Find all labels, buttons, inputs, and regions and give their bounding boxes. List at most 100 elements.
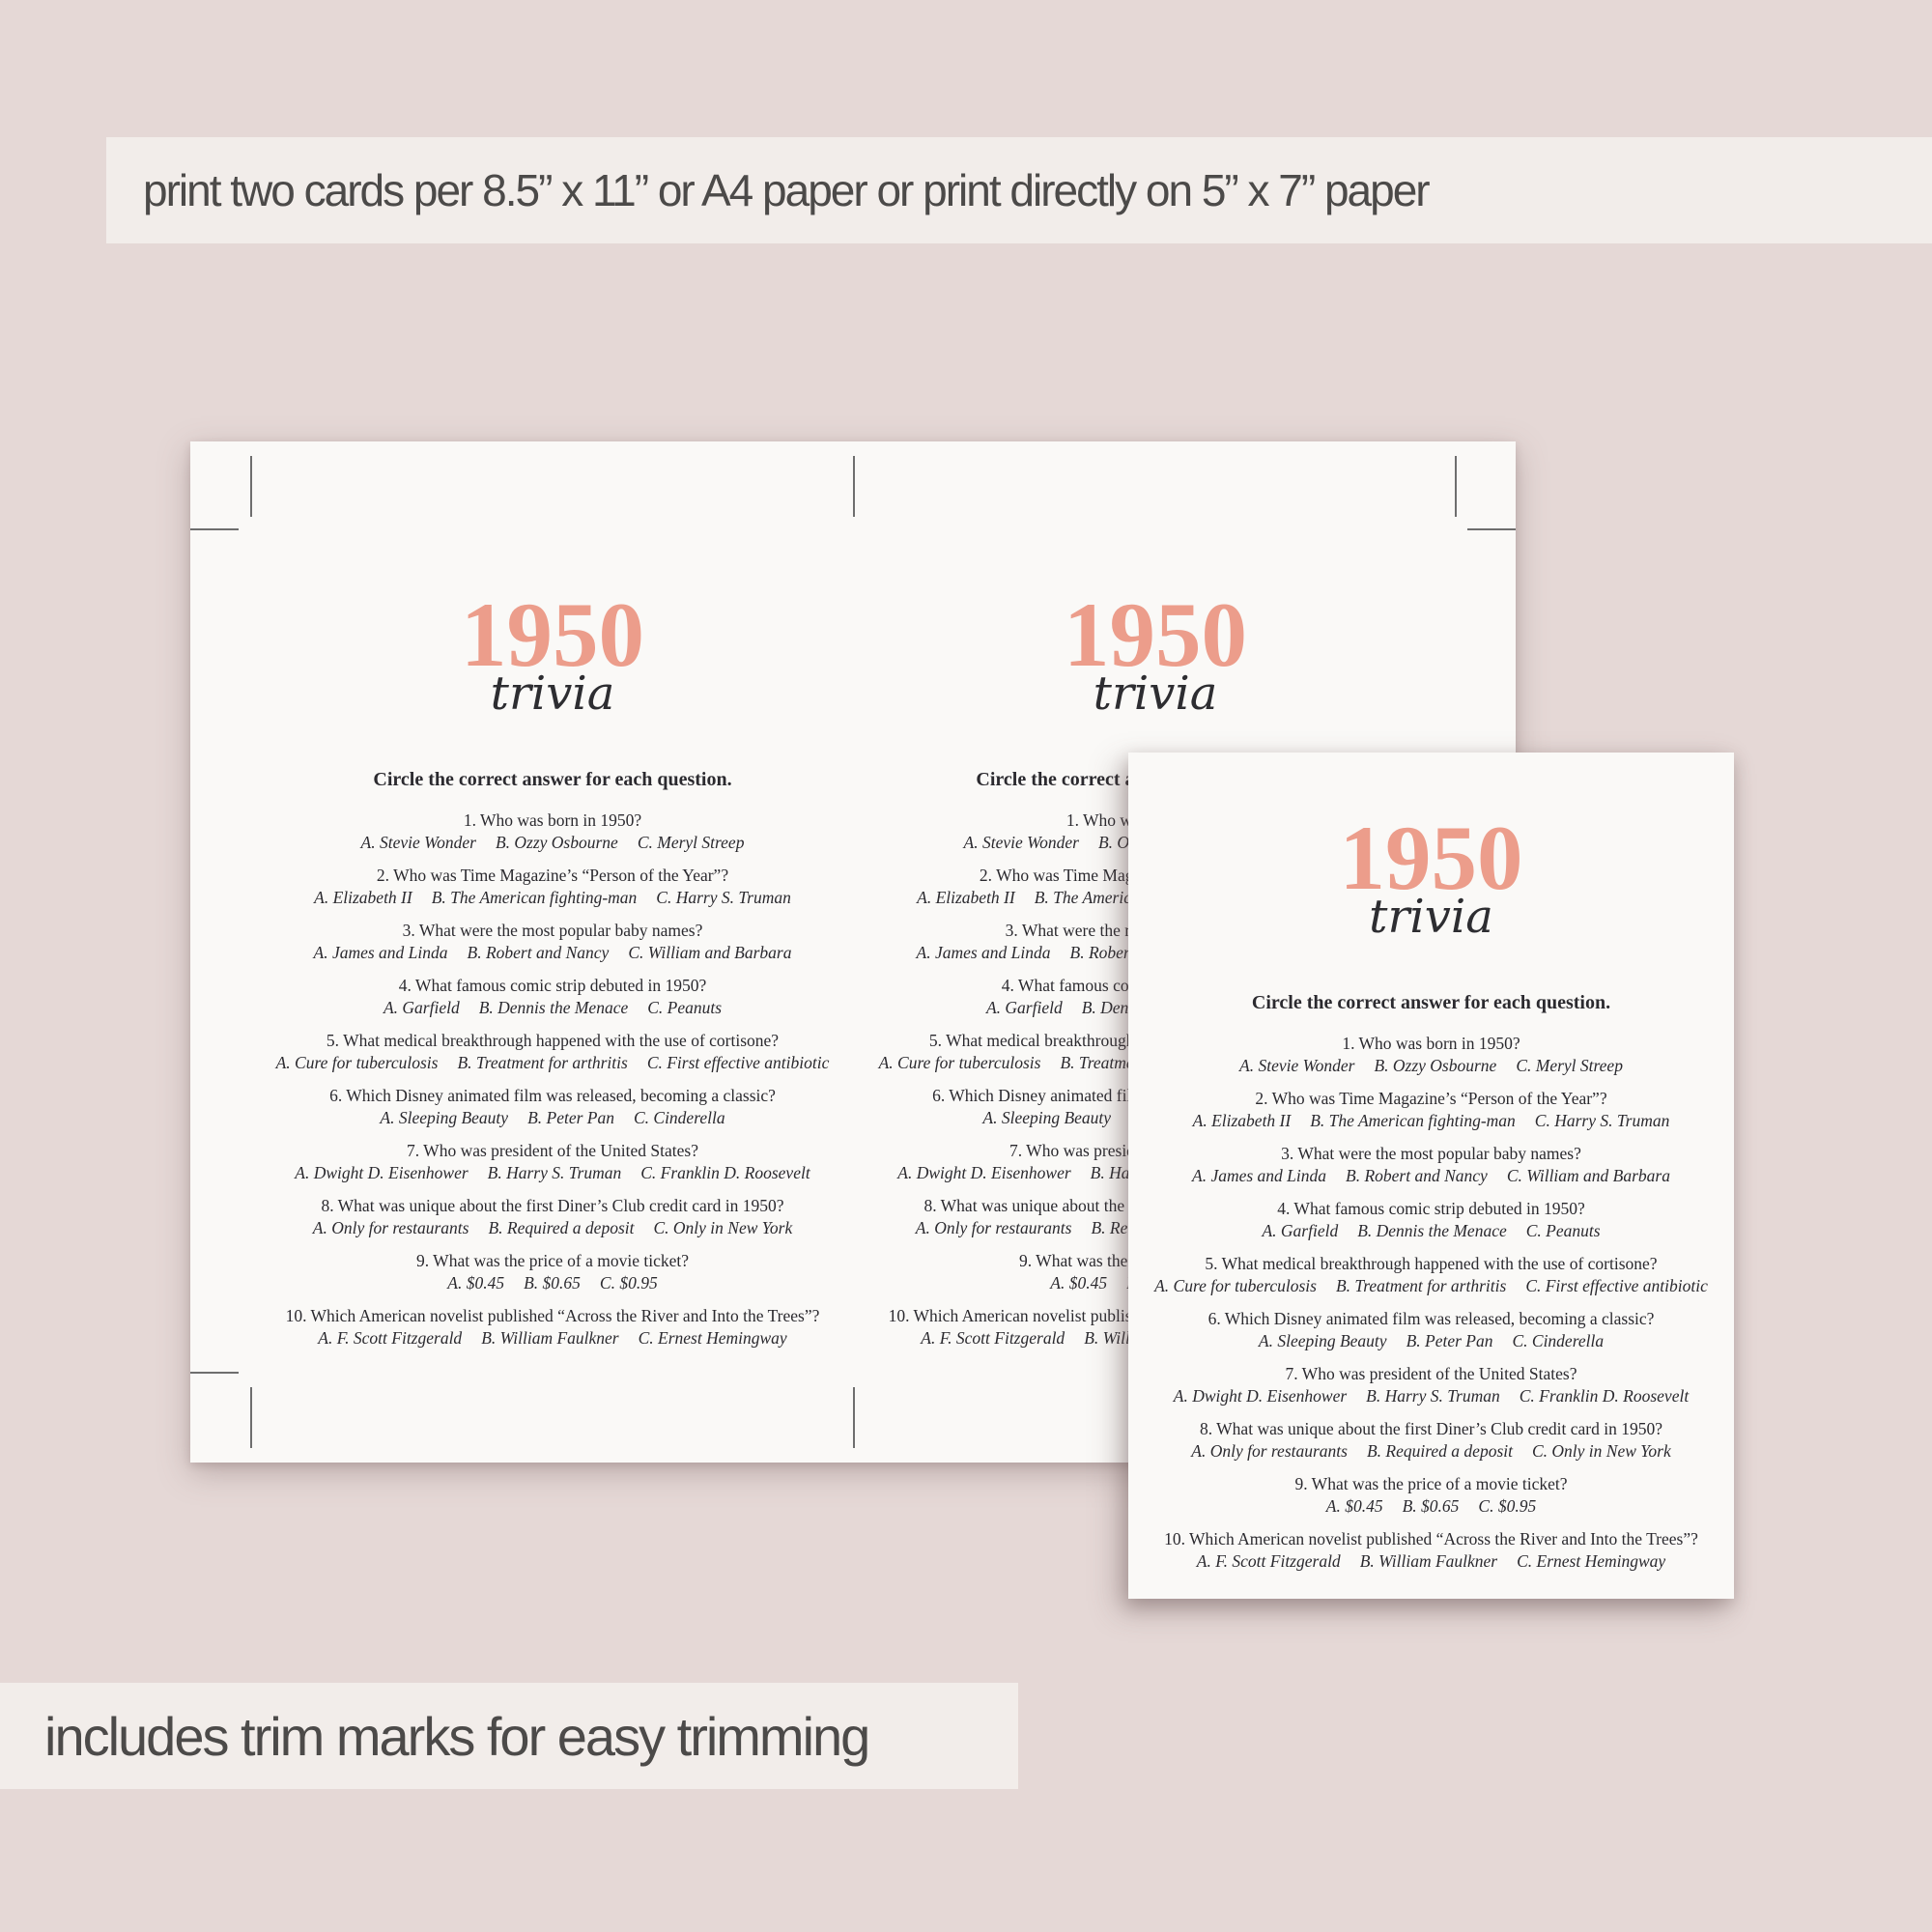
trim-mark-bottom-left — [250, 1387, 252, 1448]
answer-option: A. F. Scott Fitzgerald — [921, 1328, 1065, 1348]
question-block: 6. Which Disney animated film was releas… — [251, 1085, 854, 1129]
question-list: 1. Who was born in 1950? A. Stevie Wonder… — [1128, 1033, 1734, 1573]
answer-option: B. $0.65 — [1402, 1496, 1460, 1516]
question-block: 1. Who was born in 1950?A. Stevie Wonder… — [251, 810, 854, 854]
answer-options-line: A. Stevie Wonder B. Ozzy Osbourne C. Meryl… — [251, 832, 854, 854]
answer-options-line: A. Sleeping Beauty B. Peter Pan C. Cindere… — [251, 1107, 854, 1129]
question-text: 10. Which American novelist published “A… — [285, 1306, 820, 1325]
answer-options-line: A. F. Scott Fitzgerald B. William Faulkne… — [1128, 1550, 1734, 1573]
answer-option: B. Ozzy Osbourne — [495, 833, 618, 852]
trim-mark-left-upper — [190, 528, 239, 530]
answer-option: C. Only in New York — [1531, 1441, 1671, 1461]
question-list: 1. Who was born in 1950?A. Stevie Wonder… — [251, 810, 854, 1350]
question-block: 2. Who was Time Magazine’s “Person of th… — [251, 865, 854, 909]
card-year-title: 1950 — [461, 583, 644, 686]
question-block: 7. Who was president of the United State… — [251, 1140, 854, 1184]
answer-option: C. Franklin D. Roosevelt — [1519, 1386, 1690, 1406]
card-left: 1950 trivia Circle the correct answer fo… — [251, 529, 854, 1373]
question-text: 2. Who was Time Magazine’s “Person of th… — [1255, 1089, 1607, 1108]
answer-option: A. Cure for tuberculosis — [878, 1053, 1041, 1072]
question-text: 8. What was unique about the first Diner… — [321, 1196, 784, 1215]
answer-options-line: A. Garfield B. Dennis the Menace C. Peanut… — [1128, 1220, 1734, 1242]
question-block: 9. What was the price of a movie ticket?… — [1128, 1473, 1734, 1518]
answer-option: B. The American fighting-man — [1310, 1111, 1516, 1130]
answer-options-line: A. $0.45 B. $0.65 C. $0.95 — [1128, 1495, 1734, 1518]
answer-option: A. $0.45 — [1325, 1496, 1383, 1516]
answer-option: B. Harry S. Truman — [487, 1163, 622, 1182]
question-text: 5. What medical breakthrough happened wi… — [1205, 1254, 1658, 1273]
trim-mark-top-center — [853, 456, 855, 517]
question-block: 3. What were the most popular baby names… — [251, 920, 854, 964]
answer-option: A. James and Linda — [313, 943, 448, 962]
question-block: 5. What medical breakthrough happened wi… — [1128, 1253, 1734, 1297]
answer-option: C. Cinderella — [1512, 1331, 1605, 1350]
card-subtitle: trivia — [1093, 667, 1218, 721]
question-text: 10. Which American novelist published “A… — [1164, 1529, 1698, 1548]
answer-option: B. Dennis the Menace — [478, 998, 629, 1017]
answer-option: B. The American fighting-man — [431, 888, 638, 907]
answer-option: A. $0.45 — [447, 1273, 505, 1293]
answer-options-line: A. Cure for tuberculosis B. Treatment for… — [251, 1052, 854, 1074]
question-text: 5. What medical breakthrough happened wi… — [326, 1031, 780, 1050]
answer-option: C. Ernest Hemingway — [638, 1328, 787, 1348]
question-block: 2. Who was Time Magazine’s “Person of th… — [1128, 1088, 1734, 1132]
card-overlay: 1950 trivia Circle the correct answer fo… — [1128, 753, 1734, 1599]
answer-option: C. Ernest Hemingway — [1517, 1551, 1666, 1571]
answer-option: B. Peter Pan — [1406, 1331, 1493, 1350]
answer-option: C. Peanuts — [647, 998, 723, 1017]
question-block: 4. What famous comic strip debuted in 19… — [251, 975, 854, 1019]
question-text: 9. What was the price of a movie ticket? — [1294, 1474, 1568, 1493]
question-text: 2. Who was Time Magazine’s “Person of th… — [376, 866, 729, 885]
question-block: 5. What medical breakthrough happened wi… — [251, 1030, 854, 1074]
card-subtitle: trivia — [490, 667, 615, 721]
answer-options-line: A. Sleeping Beauty B. Peter Pan C. Cindere… — [1128, 1330, 1734, 1352]
answer-options-line: A. F. Scott Fitzgerald B. William Faulkne… — [251, 1327, 854, 1350]
answer-option: A. Stevie Wonder — [1239, 1056, 1355, 1075]
answer-option: C. Only in New York — [653, 1218, 793, 1237]
answer-option: A. Dwight D. Eisenhower — [295, 1163, 469, 1182]
answer-option: A. Only for restaurants — [312, 1218, 469, 1237]
answer-option: B. Robert and Nancy — [467, 943, 610, 962]
answer-option: C. Peanuts — [1525, 1221, 1601, 1240]
answer-option: A. Elizabeth II — [917, 888, 1015, 907]
answer-options-line: A. Elizabeth II B. The American fighting-… — [251, 887, 854, 909]
answer-option: A. $0.45 — [1050, 1273, 1108, 1293]
answer-option: B. Peter Pan — [527, 1108, 614, 1127]
card-year-title: 1950 — [1339, 807, 1523, 909]
answer-option: A. Sleeping Beauty — [1258, 1331, 1387, 1350]
answer-option: C. $0.95 — [599, 1273, 658, 1293]
banner-top-text: print two cards per 8.5” x 11” or A4 pap… — [143, 165, 1431, 215]
answer-options-line: A. Only for restaurants B. Required a dep… — [251, 1217, 854, 1239]
question-text: 6. Which Disney animated film was releas… — [329, 1086, 776, 1105]
question-text: 1. Who was born in 1950? — [463, 810, 642, 830]
question-block: 7. Who was president of the United State… — [1128, 1363, 1734, 1407]
banner-bottom: includes trim marks for easy trimming — [0, 1683, 1018, 1789]
answer-options-line: A. James and Linda B. Robert and Nancy C. … — [1128, 1165, 1734, 1187]
answer-option: B. Harry S. Truman — [1366, 1386, 1500, 1406]
answer-option: B. Dennis the Menace — [1357, 1221, 1507, 1240]
question-text: 1. Who was born in 1950? — [1342, 1034, 1520, 1053]
question-text: 3. What were the most popular baby names… — [402, 921, 703, 940]
answer-option: B. Required a deposit — [488, 1218, 635, 1237]
card-content: 1950 trivia Circle the correct answer fo… — [1128, 812, 1734, 1599]
answer-option: A. Stevie Wonder — [360, 833, 476, 852]
answer-option: B. Robert and Nancy — [1346, 1166, 1488, 1185]
answer-option: A. Sleeping Beauty — [380, 1108, 509, 1127]
answer-option: C. First effective antibiotic — [1525, 1276, 1708, 1295]
banner-top: print two cards per 8.5” x 11” or A4 pap… — [106, 137, 1932, 243]
answer-option: C. Meryl Streep — [637, 833, 745, 852]
question-text: 7. Who was president of the United State… — [407, 1141, 698, 1160]
question-block: 3. What were the most popular baby names… — [1128, 1143, 1734, 1187]
card-instruction: Circle the correct answer for each quest… — [373, 769, 732, 790]
answer-options-line: A. Elizabeth II B. The American fighting-… — [1128, 1110, 1734, 1132]
answer-option: B. Required a deposit — [1366, 1441, 1513, 1461]
answer-options-line: A. Dwight D. Eisenhower B. Harry S. Truma… — [251, 1162, 854, 1184]
answer-option: B. William Faulkner — [1359, 1551, 1498, 1571]
question-block: 8. What was unique about the first Diner… — [1128, 1418, 1734, 1463]
answer-option: B. William Faulkner — [481, 1328, 619, 1348]
trim-mark-left-lower — [190, 1372, 239, 1374]
trim-mark-right-upper — [1467, 528, 1516, 530]
question-text: 4. What famous comic strip debuted in 19… — [398, 976, 707, 995]
answer-option: A. Only for restaurants — [1191, 1441, 1348, 1461]
answer-option: A. Garfield — [985, 998, 1063, 1017]
